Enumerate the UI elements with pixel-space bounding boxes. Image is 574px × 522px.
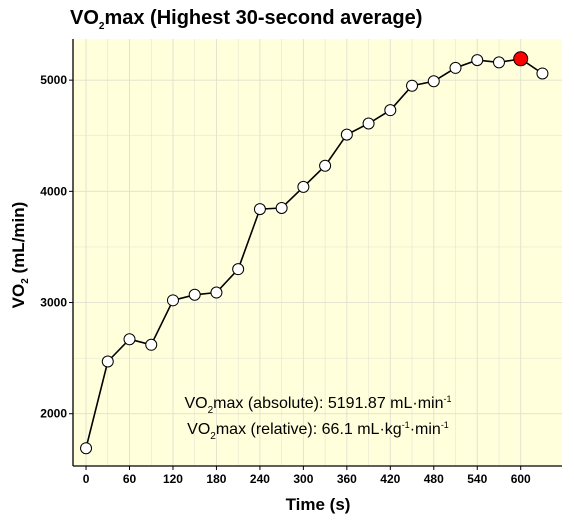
- data-point: [188, 288, 201, 301]
- data-point: [123, 333, 136, 346]
- x-tick-label: 240: [250, 472, 270, 486]
- data-point: [166, 294, 179, 307]
- x-tick-label: 540: [467, 472, 487, 486]
- x-tick-label: 180: [206, 472, 226, 486]
- x-tick-label: 60: [123, 472, 137, 486]
- plot-background: [73, 39, 562, 466]
- data-point: [340, 128, 353, 141]
- data-point: [101, 355, 114, 368]
- annotations: VO2max (absolute): 5191.87 mL·min-1 VO2ma…: [184, 394, 451, 442]
- y-tick-label: 2000: [40, 407, 67, 421]
- data-point: [362, 117, 375, 130]
- data-point: [232, 263, 245, 276]
- grid-lines: [73, 39, 562, 466]
- chart-title: VO2max (Highest 30-second average): [70, 7, 422, 32]
- axes: [72, 39, 562, 467]
- data-point: [449, 61, 462, 74]
- data-point: [471, 54, 484, 67]
- data-point: [80, 442, 93, 455]
- data-point: [319, 159, 332, 172]
- x-tick-label: 360: [337, 472, 357, 486]
- data-point: [492, 56, 505, 69]
- y-tick-label: 3000: [40, 296, 67, 310]
- series-line: [85, 57, 543, 449]
- vo2max-point: [513, 51, 529, 67]
- y-tick-label: 5000: [40, 73, 67, 87]
- data-point: [384, 104, 397, 117]
- x-tick-label: 420: [380, 472, 400, 486]
- x-tick-label: 480: [424, 472, 444, 486]
- y-axis-title: VO2 (mL/min): [9, 202, 31, 309]
- data-point: [406, 79, 419, 92]
- data-point: [210, 286, 223, 299]
- y-tick-label: 4000: [40, 184, 67, 198]
- tick-marks: 0 60 120 180 240 300 360 420 480 540 600 2000 3000 40…: [40, 73, 531, 486]
- data-point: [145, 338, 158, 351]
- x-axis-title: Time (s): [286, 495, 351, 514]
- series-vo2: [80, 51, 549, 455]
- data-point: [427, 75, 440, 88]
- data-point: [253, 203, 266, 216]
- x-tick-label: 120: [163, 472, 183, 486]
- x-tick-label: 300: [293, 472, 313, 486]
- annotation-1: VO2max (absolute): 5191.87 mL·min-1: [184, 394, 451, 416]
- annotation-2: VO2max (relative): 66.1 mL·kg-1·min-1: [187, 420, 449, 442]
- data-point: [275, 202, 288, 215]
- data-point: [536, 67, 549, 80]
- x-tick-label: 600: [511, 472, 531, 486]
- x-tick-label: 0: [83, 472, 90, 486]
- data-point: [297, 180, 310, 193]
